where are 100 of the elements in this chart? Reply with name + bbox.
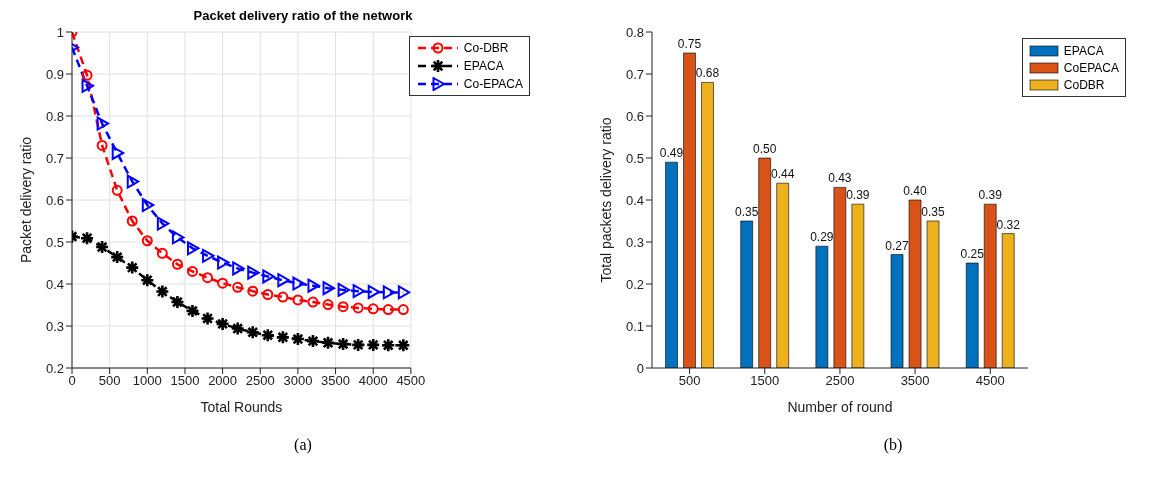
data-label: 0.32	[996, 217, 1021, 232]
point	[124, 260, 140, 275]
data-label: 0.39	[978, 188, 1003, 203]
point	[335, 336, 351, 352]
bar	[908, 199, 922, 368]
x-tick-label: 4500	[396, 373, 426, 389]
point	[186, 265, 198, 277]
point	[141, 198, 155, 213]
x-tick-label: 2500	[825, 373, 855, 389]
point	[277, 291, 289, 303]
y-tick-label: 0	[636, 360, 644, 376]
y-tick-label: 0.3	[625, 234, 644, 250]
x-axis-title: Number of round	[787, 399, 893, 415]
y-axis-title: Packet delivery ratio	[17, 136, 34, 264]
point	[111, 145, 125, 160]
point	[260, 327, 276, 343]
point	[277, 273, 290, 288]
point	[96, 139, 108, 151]
point	[171, 230, 185, 245]
y-tick-label: 0.2	[45, 360, 64, 376]
point	[202, 248, 215, 263]
legend-label: Co-DBR	[463, 41, 509, 55]
point	[382, 304, 394, 316]
point	[245, 325, 261, 340]
point	[232, 261, 245, 276]
point	[186, 241, 200, 256]
x-tick-label: 0	[68, 373, 76, 389]
bar	[851, 203, 865, 368]
point	[262, 269, 275, 284]
data-label: 0.50	[753, 142, 777, 156]
x-tick-label: 3500	[321, 373, 351, 389]
point	[217, 277, 229, 289]
point	[230, 321, 245, 336]
bar	[926, 220, 940, 368]
point	[109, 249, 125, 265]
y-axis-title: Total packets delivery ratio	[597, 117, 614, 283]
data-label: 0.39	[846, 188, 870, 203]
data-label: 0.35	[735, 205, 759, 219]
text: (a)	[294, 436, 312, 453]
data-label: 0.75	[677, 37, 702, 51]
y-tick-label: 0.2	[625, 276, 644, 292]
x-tick-label: 1500	[750, 373, 780, 389]
point	[290, 331, 306, 347]
y-tick-label: 0.1	[625, 318, 644, 334]
chart-title: Packet delivery ratio of the network	[192, 8, 414, 25]
point	[96, 116, 110, 131]
point	[322, 281, 336, 296]
point	[307, 278, 320, 293]
bar	[815, 245, 829, 368]
legend-label: CoEPACA	[1063, 60, 1119, 75]
bar	[683, 52, 696, 368]
point	[337, 301, 349, 313]
legend-label: CoDBR	[1063, 77, 1105, 92]
data-label: 0.68	[695, 66, 720, 81]
point	[382, 285, 396, 300]
point	[81, 69, 93, 81]
point	[305, 333, 321, 349]
point	[156, 216, 170, 231]
x-tick-label: 3500	[900, 373, 930, 389]
point	[111, 184, 123, 196]
y-tick-label: 0.8	[45, 108, 64, 124]
point	[337, 282, 351, 297]
point	[320, 335, 336, 351]
point	[397, 304, 409, 316]
bar	[1001, 233, 1015, 368]
point	[81, 78, 95, 93]
point	[155, 284, 170, 299]
point	[292, 276, 305, 291]
point	[94, 239, 110, 255]
y-tick-label: 0.6	[45, 192, 64, 208]
point	[292, 294, 304, 306]
bar	[758, 157, 771, 368]
point	[170, 294, 185, 310]
data-label: 0.29	[810, 230, 834, 245]
data-label: 0.25	[960, 247, 985, 261]
point	[352, 302, 364, 314]
y-tick-label: 1	[56, 24, 64, 40]
x-tick-label: 2500	[245, 373, 275, 389]
x-tick-label: 4000	[358, 373, 388, 389]
y-tick-label: 0.9	[45, 66, 64, 82]
y-tick-label: 0.4	[45, 276, 64, 292]
data-label: 0.27	[885, 238, 910, 253]
point	[396, 338, 411, 353]
bar	[701, 82, 714, 368]
point	[126, 215, 138, 227]
bar	[776, 182, 789, 368]
data-label: 0.40	[903, 184, 928, 198]
data-label: 0.49	[659, 146, 684, 161]
point	[140, 272, 155, 288]
x-tick-label: 4500	[975, 373, 1005, 389]
point	[352, 284, 366, 299]
point	[247, 285, 259, 297]
bar	[983, 203, 997, 368]
point	[215, 316, 230, 332]
y-tick-label: 0.5	[45, 234, 64, 250]
y-tick-label: 0.3	[45, 318, 64, 334]
point	[200, 311, 215, 326]
point	[247, 265, 260, 280]
point	[79, 230, 95, 246]
point	[185, 303, 200, 319]
